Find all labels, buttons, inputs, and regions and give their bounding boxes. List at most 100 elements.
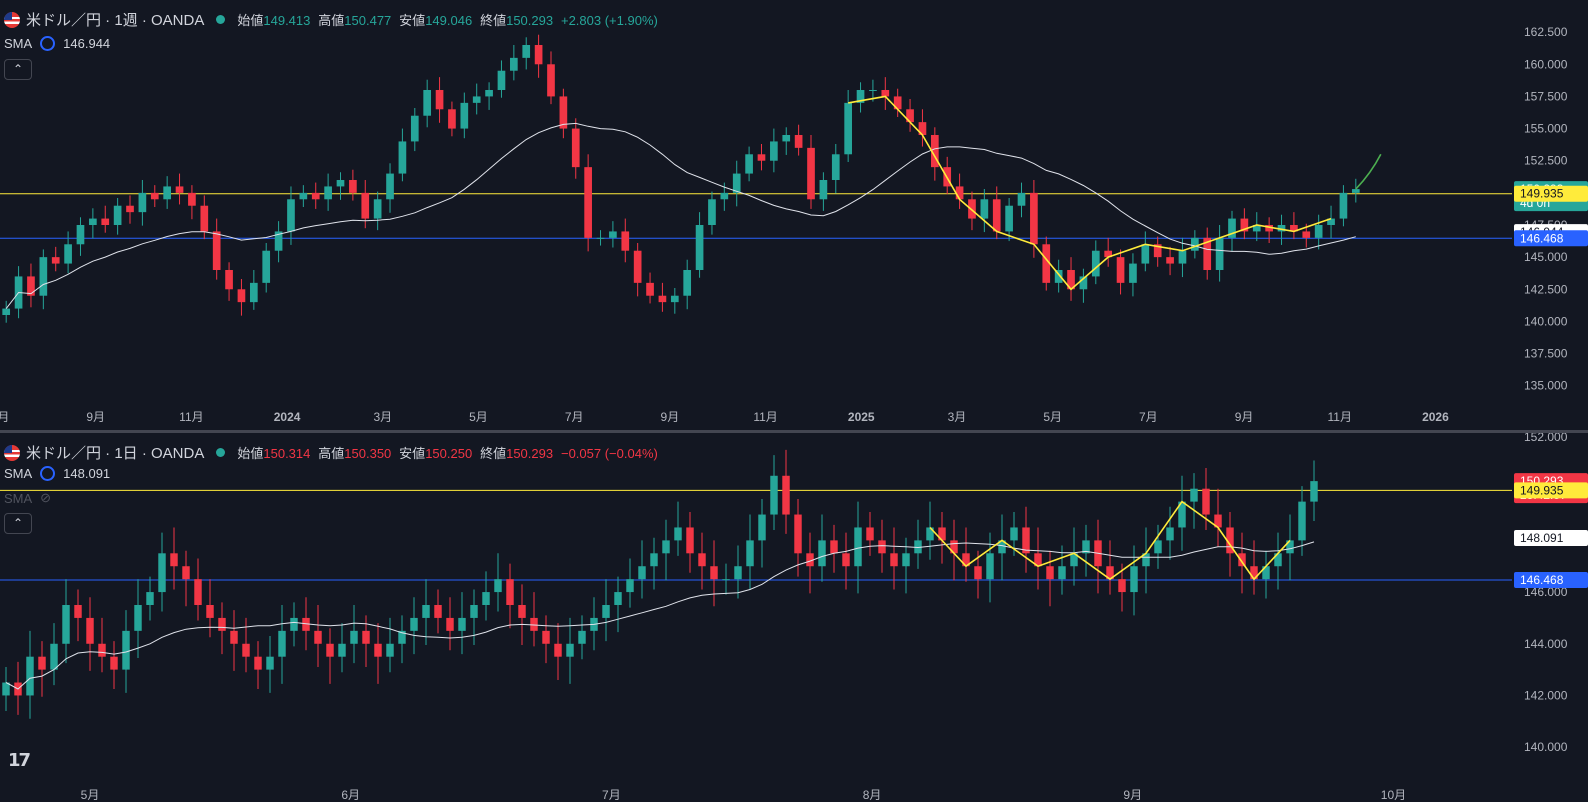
candle-body (1178, 501, 1186, 528)
weekly-chart-canvas[interactable]: 162.500160.000157.500155.000152.500150.0… (0, 0, 1588, 430)
change-value: −0.057 (−0.04%) (560, 446, 658, 461)
candle-body (1067, 270, 1075, 290)
candle-body (686, 527, 694, 554)
sma-settings-icon[interactable] (40, 36, 56, 51)
candle-body (1034, 553, 1042, 567)
candle-body (856, 90, 865, 103)
zigzag-pattern-line (929, 500, 1291, 581)
change-value: +2.803 (+1.90%) (560, 13, 658, 28)
candle-body (830, 540, 838, 554)
daily-chart-pane[interactable]: 152.000150.000148.000146.000144.000142.0… (0, 433, 1588, 802)
y-tick-label: 160.000 (1524, 57, 1568, 71)
candle-body (2, 682, 10, 696)
x-tick-label: 2025 (848, 410, 875, 424)
candle-body (2, 308, 11, 315)
daily-sma2-legend[interactable]: SMA ⊘ (4, 490, 51, 506)
open-value: 150.314 (263, 446, 311, 461)
market-open-dot-icon (216, 448, 226, 457)
candle-body (98, 643, 106, 657)
x-tick-label: 7月 (602, 788, 621, 802)
candle-body (1190, 488, 1198, 502)
close-value: 150.293 (506, 446, 554, 461)
candle-body (212, 231, 221, 270)
x-tick-label: 8月 (863, 788, 882, 802)
candle-body (1118, 579, 1126, 593)
candle-body (866, 527, 874, 541)
sma2-label: SMA (4, 490, 33, 506)
candle-body (782, 135, 791, 142)
candle-body (51, 257, 60, 264)
x-tick-label: 10月 (1381, 788, 1406, 802)
candle-body (126, 205, 134, 213)
candle-body (698, 553, 706, 567)
candle-body (350, 630, 358, 644)
candle-body (734, 566, 742, 580)
sma-settings-icon[interactable] (40, 466, 56, 481)
candle-body (893, 96, 902, 110)
candle-body (1202, 488, 1210, 515)
candle-body (290, 617, 298, 631)
candle-body (448, 109, 456, 129)
candle-body (584, 167, 592, 238)
candle-body (122, 630, 130, 670)
x-tick-label: 9月 (661, 410, 680, 424)
weekly-symbol-title[interactable]: 米ドル／円 · 1週 · OANDA (26, 12, 205, 29)
collapse-legend-button[interactable]: ⌃ (4, 513, 32, 534)
candle-body (1058, 566, 1066, 580)
candle-body (745, 154, 753, 174)
daily-symbol-title[interactable]: 米ドル／円 · 1日 · OANDA (26, 445, 205, 462)
candle-body (398, 141, 407, 174)
pane-divider[interactable] (0, 430, 1588, 433)
candle-body (302, 617, 310, 631)
x-tick-label: 9月 (1235, 410, 1254, 424)
low-value: 149.046 (425, 13, 473, 28)
open-value: 149.413 (263, 13, 311, 28)
candle-body (530, 617, 538, 631)
weekly-sma-legend[interactable]: SMA 146.944 (4, 36, 110, 51)
candle-body (237, 289, 246, 303)
price-tag-label: 146.468 (1520, 573, 1564, 587)
candle-body (930, 135, 939, 168)
candle-body (458, 617, 466, 631)
candle-body (902, 553, 910, 567)
candle-body (1327, 218, 1335, 225)
candle-body (518, 605, 526, 618)
low-label: 安値 (399, 13, 426, 28)
x-tick-label: 5月 (469, 410, 488, 424)
candle-body (262, 250, 271, 283)
x-tick-label: 7月 (565, 410, 584, 424)
candle-body (854, 527, 862, 567)
sma-value: 148.091 (63, 466, 111, 481)
collapse-legend-button[interactable]: ⌃ (4, 59, 32, 80)
candle-body (1017, 192, 1026, 206)
price-tag (1514, 482, 1588, 499)
daily-chart-canvas[interactable]: 152.000150.000148.000146.000144.000142.0… (0, 433, 1588, 802)
candle-body (472, 96, 481, 103)
candle-body (1238, 553, 1246, 567)
x-tick-label: 9月 (86, 410, 105, 424)
low-label: 安値 (399, 446, 426, 461)
candle-body (336, 180, 345, 187)
candle-body (986, 553, 994, 580)
daily-sma-legend[interactable]: SMA 148.091 (4, 466, 110, 481)
weekly-chart-pane[interactable]: 162.500160.000157.500155.000152.500150.0… (0, 0, 1588, 430)
candle-body (113, 205, 122, 225)
candle-body (992, 199, 1001, 232)
candle-body (1141, 244, 1150, 264)
candle-body (1106, 566, 1114, 580)
tradingview-logo-icon[interactable]: 17 (8, 750, 31, 771)
candle-body (278, 630, 286, 657)
candle-body (720, 192, 729, 200)
sma-line (5, 122, 1356, 309)
candle-body (658, 295, 667, 303)
candle-body (522, 45, 531, 58)
candle-body (287, 199, 295, 232)
candle-body (770, 475, 778, 515)
candle-body (386, 643, 394, 657)
x-tick-label: 2024 (274, 410, 301, 424)
candle-body (373, 199, 382, 219)
hidden-eye-icon[interactable]: ⊘ (40, 490, 52, 505)
candle-body (482, 592, 490, 605)
candle-body (819, 180, 828, 200)
candle-body (758, 514, 766, 541)
